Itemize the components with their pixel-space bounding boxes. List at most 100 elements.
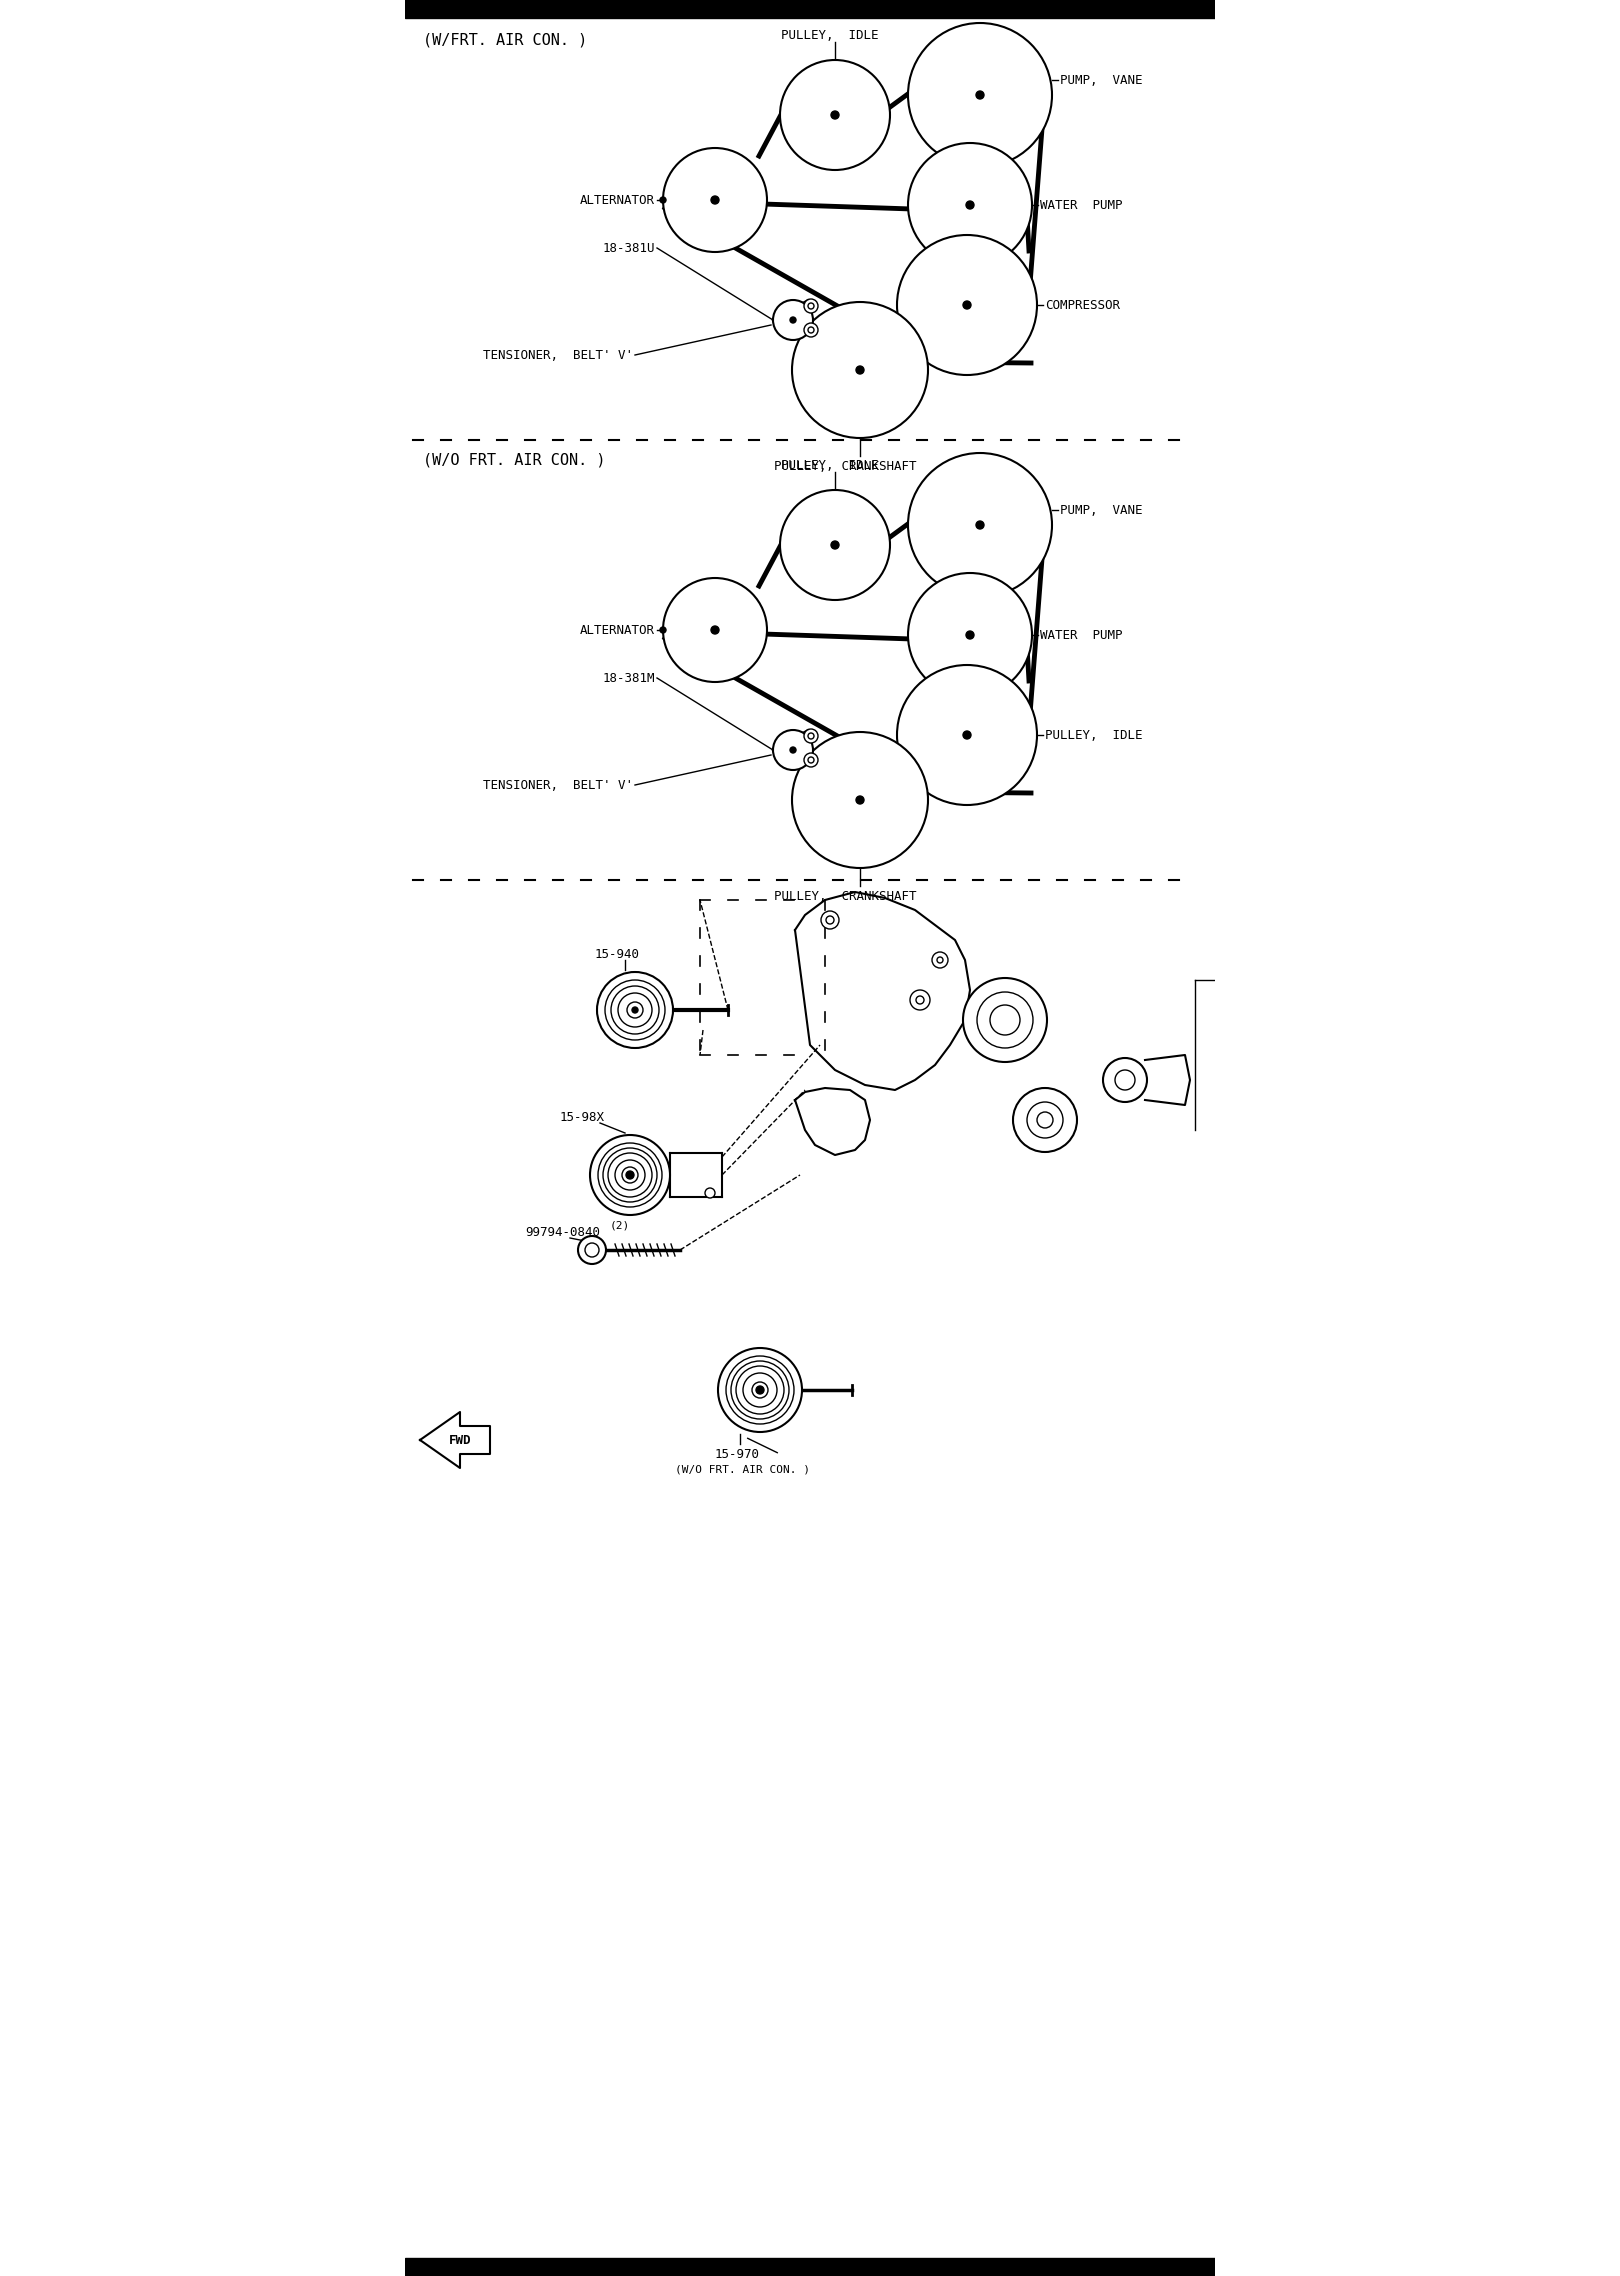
Circle shape — [718, 1347, 802, 1432]
Circle shape — [663, 578, 766, 683]
Text: PUMP,  VANE: PUMP, VANE — [1059, 503, 1142, 517]
Circle shape — [907, 453, 1051, 596]
Circle shape — [910, 990, 930, 1011]
Circle shape — [808, 733, 813, 740]
Circle shape — [966, 200, 974, 209]
Circle shape — [711, 196, 719, 205]
Text: 15-970: 15-970 — [714, 1448, 760, 1461]
Circle shape — [975, 91, 983, 98]
Circle shape — [962, 300, 970, 310]
Circle shape — [907, 143, 1032, 266]
Circle shape — [585, 1243, 599, 1256]
Circle shape — [625, 1170, 633, 1179]
Circle shape — [936, 956, 943, 963]
Circle shape — [897, 234, 1037, 376]
Circle shape — [578, 1236, 606, 1263]
Circle shape — [1027, 1102, 1063, 1138]
Circle shape — [966, 630, 974, 640]
Text: TENSIONER,  BELT' V': TENSIONER, BELT' V' — [483, 348, 633, 362]
Circle shape — [773, 300, 813, 339]
Circle shape — [792, 303, 928, 437]
Circle shape — [608, 1154, 651, 1197]
Circle shape — [1115, 1070, 1136, 1090]
Circle shape — [791, 747, 795, 753]
Circle shape — [616, 1161, 645, 1190]
Text: WATER  PUMP: WATER PUMP — [1040, 198, 1123, 212]
Circle shape — [659, 198, 666, 203]
Text: ALTERNATOR: ALTERNATOR — [580, 193, 654, 207]
Circle shape — [744, 1372, 778, 1407]
Text: 99794-0840: 99794-0840 — [525, 1224, 599, 1238]
Circle shape — [831, 112, 839, 118]
Circle shape — [808, 328, 813, 332]
Circle shape — [735, 1366, 784, 1413]
Circle shape — [779, 489, 889, 601]
Text: PUMP,  VANE: PUMP, VANE — [1059, 73, 1142, 86]
Circle shape — [907, 23, 1051, 166]
Circle shape — [590, 1136, 671, 1215]
Text: ALTERNATOR: ALTERNATOR — [580, 624, 654, 637]
Circle shape — [821, 910, 839, 929]
Circle shape — [1012, 1088, 1077, 1152]
Circle shape — [663, 148, 766, 253]
Circle shape — [752, 1382, 768, 1397]
Text: WATER  PUMP: WATER PUMP — [1040, 628, 1123, 642]
Circle shape — [831, 542, 839, 549]
Bar — [405, 0, 1215, 18]
Text: TENSIONER,  BELT' V': TENSIONER, BELT' V' — [483, 778, 633, 792]
Circle shape — [603, 1147, 658, 1202]
Circle shape — [726, 1356, 794, 1425]
Circle shape — [773, 731, 813, 769]
Circle shape — [711, 626, 719, 635]
Circle shape — [659, 626, 666, 633]
Circle shape — [705, 1188, 714, 1197]
Circle shape — [792, 733, 928, 867]
Circle shape — [808, 758, 813, 762]
Circle shape — [1103, 1058, 1147, 1102]
Circle shape — [826, 915, 834, 924]
Circle shape — [962, 979, 1047, 1063]
Circle shape — [855, 797, 863, 803]
Circle shape — [627, 1001, 643, 1017]
Text: FWD: FWD — [449, 1434, 471, 1448]
Circle shape — [622, 1168, 638, 1184]
Text: COMPRESSOR: COMPRESSOR — [1045, 298, 1119, 312]
Circle shape — [897, 665, 1037, 806]
Text: (W/O FRT. AIR CON. ): (W/O FRT. AIR CON. ) — [676, 1466, 810, 1475]
Circle shape — [808, 303, 813, 310]
Text: 18-381U: 18-381U — [603, 241, 654, 255]
Bar — [405, 2258, 1215, 2276]
Text: 18-381M: 18-381M — [603, 671, 654, 685]
Circle shape — [804, 323, 818, 337]
Circle shape — [598, 972, 672, 1047]
Circle shape — [804, 298, 818, 314]
Text: PULLEY,  IDLE: PULLEY, IDLE — [1045, 728, 1142, 742]
Text: PULLEY,  CRANKSHAFT: PULLEY, CRANKSHAFT — [774, 890, 917, 904]
Text: 15-98X: 15-98X — [561, 1111, 604, 1124]
Circle shape — [632, 1006, 638, 1013]
Circle shape — [907, 574, 1032, 696]
Circle shape — [855, 366, 863, 373]
Circle shape — [931, 951, 948, 967]
Text: (W/FRT. AIR CON. ): (W/FRT. AIR CON. ) — [423, 32, 586, 48]
Circle shape — [731, 1361, 789, 1418]
Circle shape — [915, 997, 923, 1004]
Text: PULLEY,  IDLE: PULLEY, IDLE — [781, 30, 878, 41]
Circle shape — [598, 1143, 663, 1206]
Circle shape — [977, 992, 1034, 1047]
Circle shape — [779, 59, 889, 171]
Circle shape — [962, 731, 970, 740]
Text: 15-940: 15-940 — [595, 947, 640, 960]
Circle shape — [791, 316, 795, 323]
Circle shape — [617, 992, 651, 1026]
Circle shape — [804, 753, 818, 767]
Circle shape — [611, 986, 659, 1033]
Text: (2): (2) — [611, 1220, 630, 1229]
Circle shape — [604, 981, 664, 1040]
Circle shape — [990, 1006, 1021, 1036]
Text: (W/O FRT. AIR CON. ): (W/O FRT. AIR CON. ) — [423, 453, 606, 467]
Circle shape — [1037, 1113, 1053, 1129]
Circle shape — [975, 521, 983, 528]
Text: PULLEY,  CRANKSHAFT: PULLEY, CRANKSHAFT — [774, 460, 917, 473]
Circle shape — [804, 728, 818, 742]
